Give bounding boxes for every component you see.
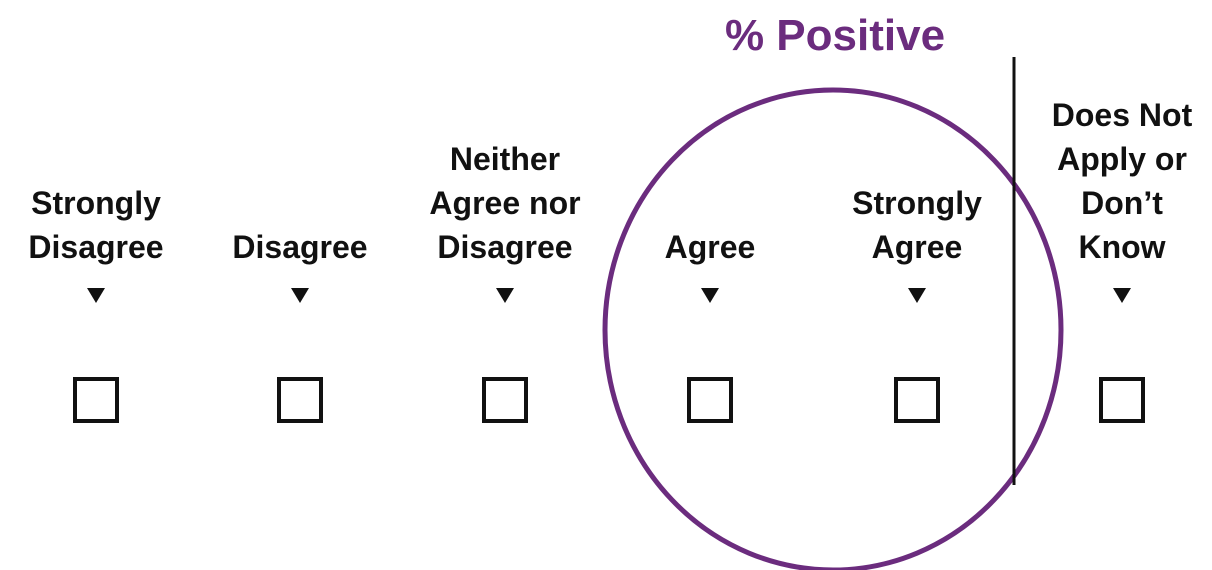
arrow <box>1113 288 1131 303</box>
checkbox[interactable] <box>73 377 119 423</box>
option-label: Agree <box>872 229 963 265</box>
positive-circle <box>602 87 1064 570</box>
checkbox[interactable] <box>894 377 940 423</box>
option-label: Apply or <box>1057 141 1187 177</box>
checkbox[interactable] <box>277 377 323 423</box>
option-label: Agree <box>665 229 756 265</box>
option-label: Disagree <box>437 229 572 265</box>
arrow <box>908 288 926 303</box>
title: % Positive <box>725 11 945 60</box>
checkbox[interactable] <box>482 377 528 423</box>
option-label: Neither <box>450 141 560 177</box>
option-label: Know <box>1078 229 1165 265</box>
arrow <box>496 288 514 303</box>
arrow <box>701 288 719 303</box>
option-label: Agree nor <box>429 185 580 221</box>
option-label: Does Not <box>1052 97 1193 133</box>
checkbox[interactable] <box>1099 377 1145 423</box>
arrow <box>291 288 309 303</box>
arrow <box>87 288 105 303</box>
option-label: Disagree <box>28 229 163 265</box>
option-label: Strongly <box>31 185 161 221</box>
option-label: Don’t <box>1081 185 1163 221</box>
option-label: Strongly <box>852 185 982 221</box>
checkbox[interactable] <box>687 377 733 423</box>
option-label: Disagree <box>232 229 367 265</box>
